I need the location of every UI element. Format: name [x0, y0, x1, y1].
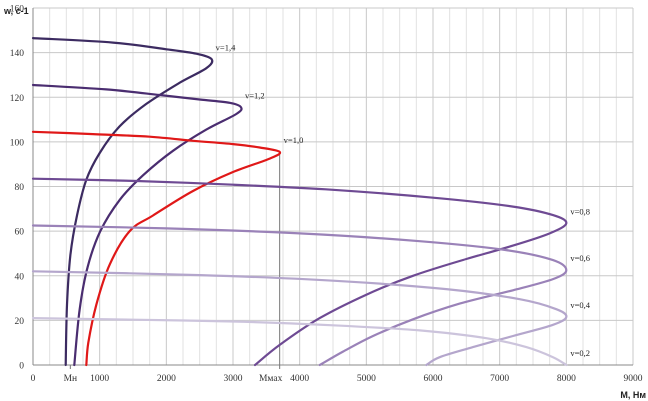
y-tick-label: 140 [10, 49, 25, 59]
y-tick-label: 20 [15, 317, 25, 327]
series-labels: v=1,4 v=1,2 v=1,0 v=0,8 v=0,6 v=0,4 v=0,2 [216, 42, 591, 358]
series-line [31, 270, 568, 367]
series-line [31, 177, 568, 367]
markers: Мн Ммах [64, 151, 283, 384]
series-label: v=1,4 [216, 42, 236, 52]
y-axis-title: w, c-1 [3, 6, 29, 16]
x-tick-label: 7000 [490, 374, 509, 384]
tick-labels: 0 1000 2000 3000 4000 5000 6000 7000 8000 9000 0 20… [10, 5, 643, 385]
y-tick-label: 60 [15, 228, 25, 238]
series-line [31, 83, 243, 367]
x-axis-title: M, Нм [620, 390, 646, 400]
series-label: v=1,0 [284, 135, 304, 145]
x-tick-label: 5000 [357, 374, 376, 384]
series-label: v=0,4 [570, 300, 590, 310]
series-label: v=0,8 [570, 206, 590, 216]
series-label: v=0,2 [570, 348, 590, 358]
y-tick-label: 120 [10, 94, 25, 104]
y-tick-label: 160 [10, 5, 25, 15]
y-tick-label: 0 [19, 362, 24, 372]
x-tick-label: 2000 [157, 374, 176, 384]
axes [32, 8, 633, 366]
series-label: v=1,2 [245, 90, 265, 100]
x-tick-label: 6000 [424, 374, 443, 384]
x-tick-label: 0 [31, 374, 36, 384]
marker-label: Ммах [259, 374, 283, 384]
y-tick-label: 80 [15, 183, 25, 193]
series [31, 37, 568, 367]
y-tick-label: 40 [15, 272, 25, 282]
series-line [31, 37, 214, 367]
series-label: v=0,6 [570, 253, 590, 263]
series-line [31, 130, 282, 367]
x-tick-label: 9000 [624, 374, 643, 384]
series-line [31, 317, 568, 367]
x-tick-label: 4000 [290, 374, 309, 384]
y-tick-label: 100 [10, 138, 25, 148]
x-tick-label: 8000 [557, 374, 576, 384]
x-tick-label: 1000 [90, 374, 109, 384]
series-line [31, 224, 568, 367]
marker-label: Мн [64, 374, 78, 384]
x-tick-label: 3000 [224, 374, 243, 384]
